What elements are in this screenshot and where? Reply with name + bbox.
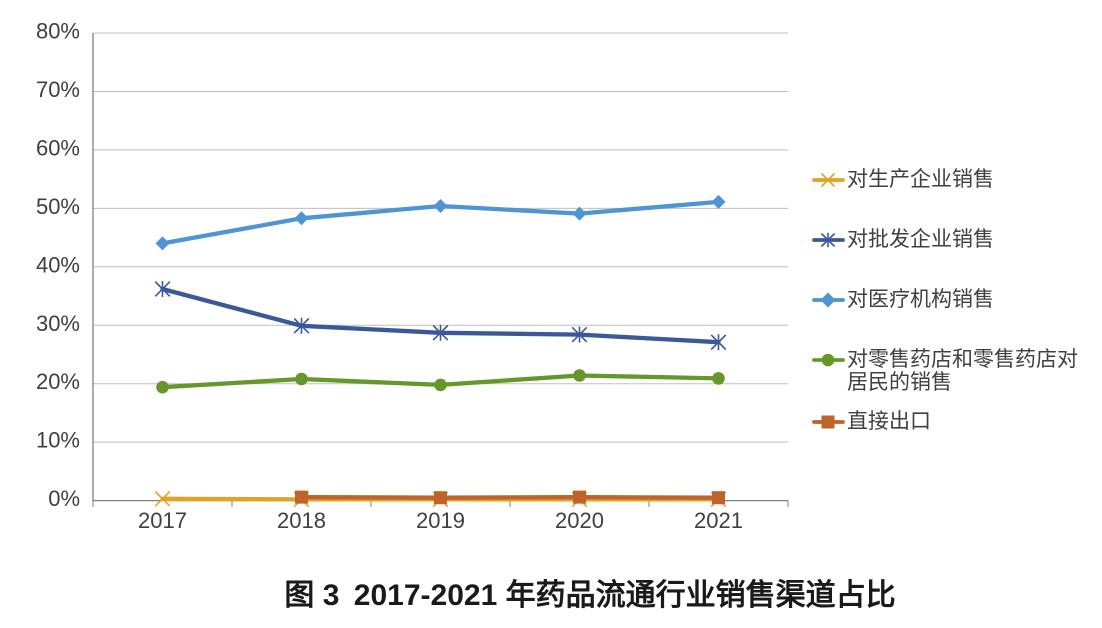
svg-text:70%: 70%	[36, 77, 80, 102]
svg-text:20%: 20%	[36, 369, 80, 394]
svg-text:2019: 2019	[416, 508, 465, 533]
svg-text:2020: 2020	[555, 508, 604, 533]
svg-text:对批发企业销售: 对批发企业销售	[847, 228, 994, 251]
svg-text:80%: 80%	[36, 19, 80, 44]
svg-text:30%: 30%	[36, 311, 80, 336]
svg-text:对零售药店和零售药店对: 对零售药店和零售药店对	[847, 348, 1078, 371]
svg-text:2017: 2017	[138, 508, 187, 533]
svg-text:直接出口: 直接出口	[847, 410, 931, 433]
svg-text:居民的销售: 居民的销售	[847, 371, 952, 394]
svg-text:图 3 2017-2021 年药品流通行业销售渠道占比: 图 3 2017-2021 年药品流通行业销售渠道占比	[284, 579, 895, 612]
svg-text:10%: 10%	[36, 428, 80, 453]
svg-text:60%: 60%	[36, 135, 80, 160]
svg-text:40%: 40%	[36, 252, 80, 277]
svg-text:2021: 2021	[694, 508, 743, 533]
svg-text:对医疗机构销售: 对医疗机构销售	[847, 288, 994, 311]
svg-text:0%: 0%	[48, 486, 80, 511]
svg-text:2018: 2018	[277, 508, 326, 533]
svg-text:对生产企业销售: 对生产企业销售	[847, 168, 994, 191]
svg-text:50%: 50%	[36, 194, 80, 219]
